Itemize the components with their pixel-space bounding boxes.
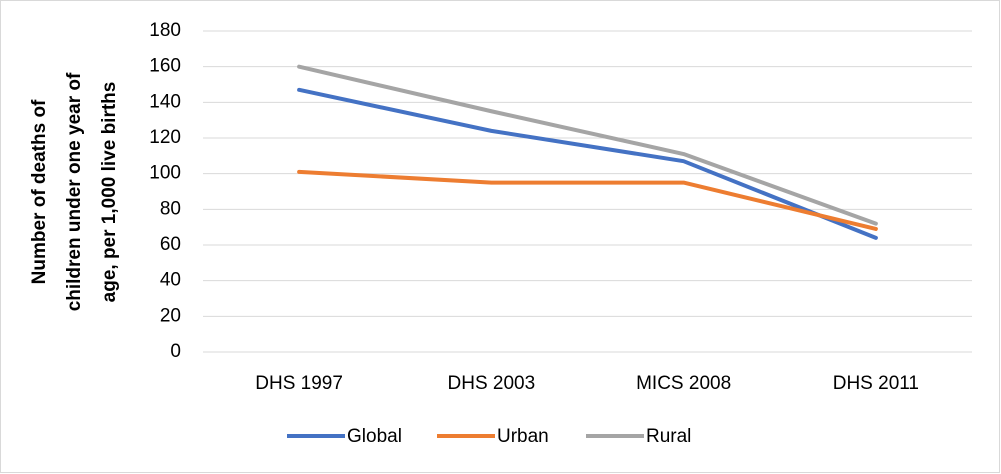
y-tick-label: 100: [149, 163, 181, 184]
x-tick-label: DHS 1997: [255, 373, 343, 394]
series-line: [297, 87, 878, 240]
legend-label: Global: [347, 426, 402, 447]
y-axis-label-line: children under one year of: [64, 72, 85, 311]
y-axis-label-line: Number of deaths of: [29, 99, 50, 284]
series-line: [297, 64, 878, 226]
x-tick-label: MICS 2008: [636, 373, 731, 394]
x-tick-label: DHS 2003: [448, 373, 536, 394]
y-tick-label: 20: [160, 305, 181, 326]
y-axis-label: Number of deaths of children under one y…: [29, 72, 120, 311]
y-tick-label: 40: [160, 270, 181, 291]
y-tick-label: 60: [160, 234, 181, 255]
x-tick-label: DHS 2011: [833, 373, 919, 394]
y-tick-label: 0: [170, 341, 181, 362]
y-tick-label: 140: [149, 91, 181, 112]
series-line: [297, 169, 878, 231]
legend-label: Rural: [646, 426, 691, 447]
y-tick-label: 80: [160, 198, 181, 219]
y-axis-label-line: age, per 1,000 live births: [99, 82, 120, 303]
y-tick-label: 120: [149, 127, 181, 148]
y-tick-label: 160: [149, 56, 181, 77]
legend-label: Urban: [497, 426, 549, 447]
y-tick-label: 180: [149, 20, 181, 41]
